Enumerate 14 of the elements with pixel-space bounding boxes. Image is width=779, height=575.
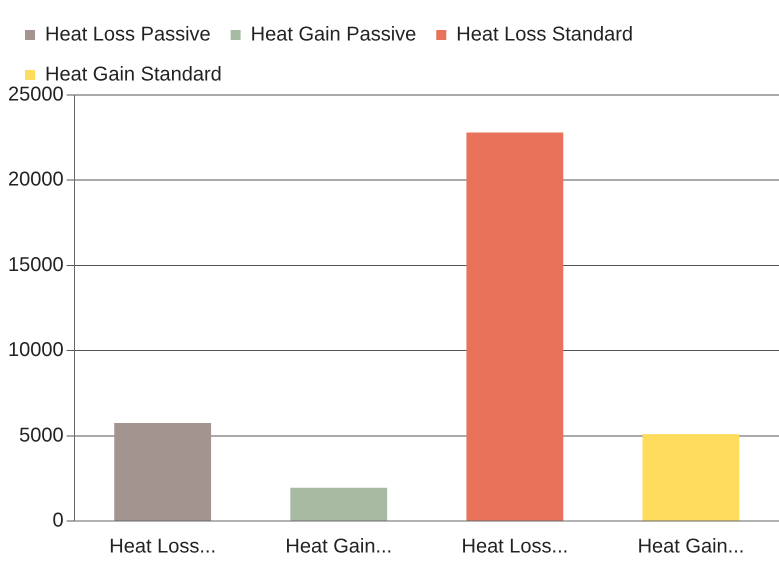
y-tick-label: 0 bbox=[52, 510, 64, 532]
legend-label: Heat Gain Standard bbox=[45, 64, 222, 86]
y-tick-label: 25000 bbox=[8, 84, 64, 106]
x-tick-label: Heat Loss... bbox=[461, 536, 568, 558]
x-tick-label: Heat Gain... bbox=[285, 536, 392, 558]
legend-label: Heat Gain Passive bbox=[250, 24, 416, 46]
legend-label: Heat Loss Standard bbox=[456, 24, 634, 46]
x-tick-label: Heat Gain... bbox=[638, 536, 744, 558]
y-tick-label: 5000 bbox=[19, 424, 64, 446]
x-tick-label: Heat Loss... bbox=[109, 536, 216, 558]
y-tick-label: 10000 bbox=[8, 339, 64, 362]
y-tick-label: 20000 bbox=[8, 168, 64, 191]
y-tick-label: 15000 bbox=[8, 254, 64, 276]
legend-label: Heat Loss Passive bbox=[45, 24, 211, 46]
